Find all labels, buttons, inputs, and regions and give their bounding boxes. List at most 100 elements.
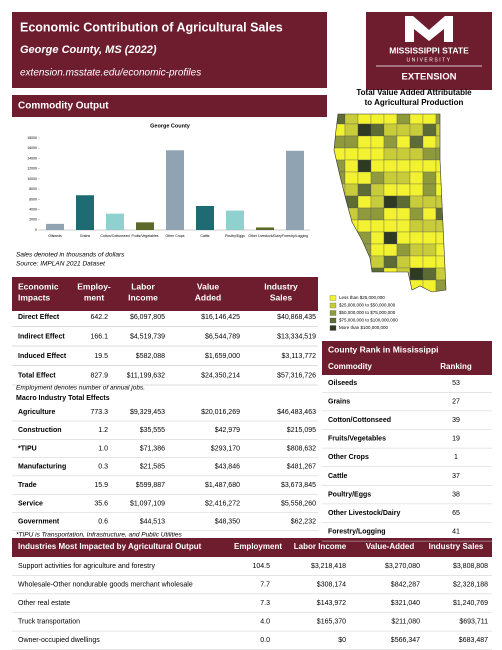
generated: 0 2000 4000 6000 8000 10000 12000 14000 16000 180… [12, 136, 492, 650]
table-cell: $1,240,769 [453, 600, 488, 607]
header-url: extension.msstate.edu/economic-profiles [20, 68, 201, 79]
y-tick-label: 14000 [27, 156, 37, 160]
table-cell: Owner-occupied dwellings [18, 637, 100, 644]
map-title: Total Value Added Attributable [356, 88, 472, 97]
table-note: Employment denotes number of annual jobs… [16, 385, 145, 392]
county [396, 291, 411, 292]
logo-line2: UNIVERSITY [406, 57, 451, 63]
county [383, 159, 398, 173]
county [357, 147, 372, 161]
table-cell: $1,097,109 [130, 500, 165, 507]
county [334, 123, 346, 137]
county [422, 231, 437, 245]
county [396, 147, 411, 161]
table-cell: Manufacturing [18, 464, 66, 471]
county [409, 291, 424, 292]
county [396, 207, 411, 221]
county [449, 148, 462, 160]
county [383, 267, 398, 281]
county [409, 123, 424, 137]
county [344, 219, 359, 233]
table-cell: Government [18, 519, 60, 526]
bar [46, 223, 64, 230]
rank-header: Ranking [440, 362, 472, 371]
county [334, 279, 346, 292]
county [396, 255, 411, 269]
county [396, 279, 411, 292]
table-cell: Wholesale-Other nondurable goods merchan… [18, 581, 193, 588]
table-cell: Support activities for agriculture and f… [18, 563, 155, 570]
table-cell: $308,174 [317, 581, 346, 588]
industries-header [12, 538, 492, 557]
table-cell: $62,232 [291, 519, 316, 526]
y-tick-label: 12000 [27, 167, 37, 171]
y-tick-label: 16000 [27, 146, 37, 150]
table-cell: $2,328,188 [453, 581, 488, 588]
impacts-header [12, 277, 318, 311]
chart-title: George County [150, 123, 191, 129]
county [344, 207, 359, 221]
county [344, 159, 359, 173]
bar [226, 210, 244, 230]
county [435, 267, 446, 281]
table-cell: Indirect Effect [18, 333, 65, 340]
county [449, 160, 462, 172]
legend-label: $75,000,000 to $100,000,000 [339, 318, 398, 323]
county [357, 207, 372, 221]
county [435, 291, 446, 292]
rank-value: 53 [452, 380, 460, 387]
table-header: Labor [131, 281, 155, 291]
section-title: Commodity Output [18, 101, 109, 112]
table-cell: 7.7 [260, 581, 270, 588]
county [449, 112, 462, 124]
county [422, 171, 437, 185]
county [344, 135, 359, 149]
table-cell: $2,416,272 [205, 500, 240, 507]
table-cell: 19.5 [94, 353, 108, 360]
county [409, 135, 424, 149]
county [357, 231, 372, 245]
county [409, 231, 424, 245]
x-tick-label: Other Crops [165, 234, 184, 238]
county [396, 219, 411, 233]
rank-name: Cattle [328, 473, 348, 480]
y-tick-label: 18000 [27, 136, 37, 140]
county [344, 171, 359, 185]
table-cell: $3,218,418 [311, 563, 346, 570]
rank-value: 19 [452, 436, 460, 443]
county [357, 219, 372, 233]
table-cell: 7.3 [260, 600, 270, 607]
x-tick-label: Oilseeds [48, 234, 62, 238]
rank-value: 41 [452, 529, 460, 536]
county [334, 267, 346, 281]
county [357, 171, 372, 185]
county [449, 220, 462, 232]
table-cell: $35,555 [140, 427, 165, 434]
table-cell: $693,711 [459, 619, 488, 626]
bar [106, 213, 124, 230]
county [383, 207, 398, 221]
county [334, 207, 346, 221]
y-tick-label: 2000 [29, 218, 37, 222]
county [422, 183, 437, 197]
county [344, 147, 359, 161]
x-tick-label: Grains [80, 234, 91, 238]
county [344, 123, 359, 137]
county [435, 171, 446, 185]
county [422, 243, 437, 257]
table-cell: $42,979 [215, 427, 240, 434]
county [449, 292, 462, 304]
county [422, 267, 437, 281]
county [334, 243, 346, 257]
table-cell: $3,808,808 [453, 563, 488, 570]
county [409, 183, 424, 197]
county [357, 183, 372, 197]
legend-label: More than $100,000,000 [339, 325, 389, 330]
county [396, 123, 411, 137]
table-cell: $3,673,845 [281, 482, 316, 489]
county [370, 159, 385, 173]
rank-name: Forestry/Logging [328, 529, 386, 536]
county [396, 195, 411, 209]
table-cell: $143,972 [317, 600, 346, 607]
county [396, 243, 411, 257]
